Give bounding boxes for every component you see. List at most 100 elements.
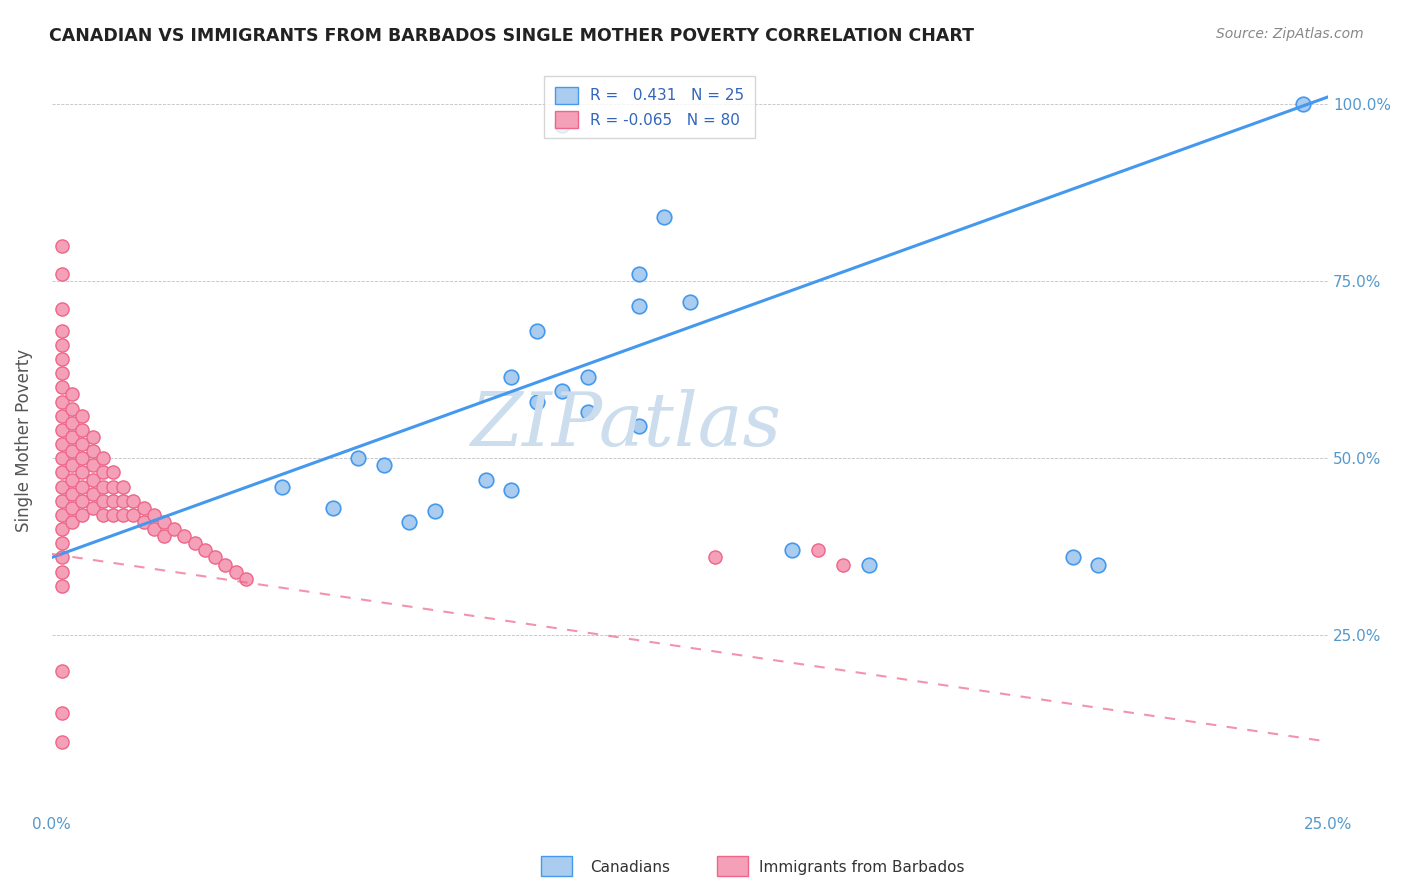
Point: [72, 493, 94, 508]
Point: [142, 508, 165, 522]
Point: [82, 458, 104, 473]
Point: [91, 466, 114, 480]
Point: [91, 451, 114, 466]
Point: [72, 423, 94, 437]
Point: [72, 466, 94, 480]
Point: [627, 299, 650, 313]
Point: [51, 664, 73, 678]
Point: [91, 480, 114, 494]
Point: [91, 508, 114, 522]
Point: [322, 500, 344, 515]
Point: [60, 387, 83, 401]
Point: [627, 419, 650, 434]
Point: [132, 515, 155, 529]
Point: [270, 480, 292, 494]
Point: [51, 324, 73, 338]
Point: [704, 550, 727, 565]
Point: [101, 508, 124, 522]
Point: [858, 558, 880, 572]
Point: [82, 500, 104, 515]
Point: [51, 565, 73, 579]
Point: [82, 430, 104, 444]
Point: [72, 451, 94, 466]
Legend: R =   0.431   N = 25, R = -0.065   N = 80: R = 0.431 N = 25, R = -0.065 N = 80: [544, 76, 755, 138]
Point: [153, 515, 176, 529]
Text: Canadians: Canadians: [591, 860, 671, 874]
Point: [576, 405, 599, 419]
Point: [51, 437, 73, 451]
Point: [51, 734, 73, 748]
Point: [60, 430, 83, 444]
Point: [679, 295, 702, 310]
Point: [72, 409, 94, 423]
Point: [214, 558, 236, 572]
Point: [832, 558, 855, 572]
Point: [194, 543, 217, 558]
Point: [51, 550, 73, 565]
Point: [72, 437, 94, 451]
Point: [153, 529, 176, 543]
Point: [551, 384, 574, 398]
Point: [101, 493, 124, 508]
Point: [501, 483, 523, 497]
Point: [51, 522, 73, 536]
Point: [501, 369, 523, 384]
Point: [526, 324, 548, 338]
Point: [806, 543, 828, 558]
Point: [60, 416, 83, 430]
Y-axis label: Single Mother Poverty: Single Mother Poverty: [15, 349, 32, 533]
Point: [51, 352, 73, 367]
Point: [112, 493, 135, 508]
Text: ZIPatlas: ZIPatlas: [471, 390, 782, 462]
Point: [51, 302, 73, 317]
Text: CANADIAN VS IMMIGRANTS FROM BARBADOS SINGLE MOTHER POVERTY CORRELATION CHART: CANADIAN VS IMMIGRANTS FROM BARBADOS SIN…: [49, 27, 974, 45]
Point: [60, 515, 83, 529]
Point: [60, 473, 83, 487]
Point: [51, 238, 73, 252]
Point: [225, 565, 247, 579]
Point: [173, 529, 195, 543]
Point: [347, 451, 370, 466]
Point: [60, 458, 83, 473]
Point: [51, 451, 73, 466]
Point: [51, 466, 73, 480]
Point: [72, 508, 94, 522]
Point: [235, 572, 257, 586]
Point: [51, 480, 73, 494]
Point: [423, 504, 446, 518]
Point: [163, 522, 186, 536]
Point: [112, 508, 135, 522]
Point: [112, 480, 135, 494]
Point: [132, 500, 155, 515]
Text: Immigrants from Barbados: Immigrants from Barbados: [759, 860, 965, 874]
Point: [142, 522, 165, 536]
Point: [101, 480, 124, 494]
Point: [398, 515, 420, 529]
Point: [51, 267, 73, 281]
Point: [60, 444, 83, 458]
Point: [60, 500, 83, 515]
Point: [51, 366, 73, 380]
Point: [72, 480, 94, 494]
Point: [122, 508, 145, 522]
Point: [1291, 97, 1313, 112]
Point: [51, 338, 73, 352]
Point: [51, 536, 73, 550]
Point: [60, 486, 83, 500]
Point: [780, 543, 803, 558]
Point: [51, 394, 73, 409]
Point: [91, 493, 114, 508]
Point: [526, 394, 548, 409]
Point: [183, 536, 205, 550]
Point: [627, 267, 650, 281]
Point: [51, 493, 73, 508]
Point: [576, 369, 599, 384]
Point: [51, 508, 73, 522]
Point: [60, 401, 83, 416]
Point: [204, 550, 226, 565]
Point: [82, 486, 104, 500]
Point: [82, 473, 104, 487]
Point: [51, 423, 73, 437]
Point: [1062, 550, 1084, 565]
Point: [51, 380, 73, 394]
